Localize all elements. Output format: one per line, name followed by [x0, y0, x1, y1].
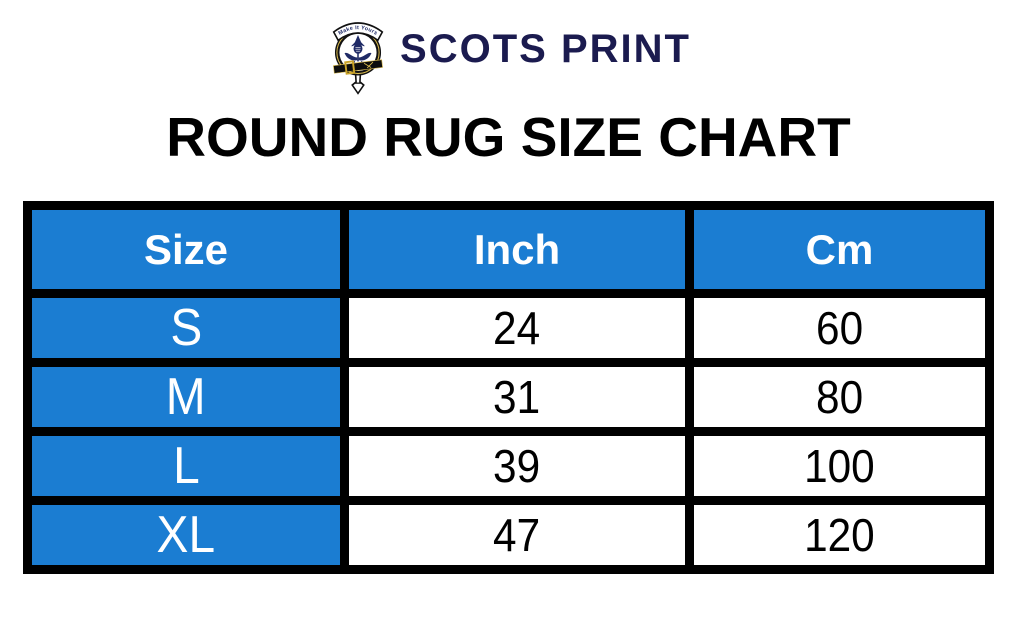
table-row-s: S 24 60	[23, 289, 994, 367]
inch-value: 39	[493, 440, 541, 492]
cm-value: 100	[804, 440, 875, 492]
cm-cell: 80	[685, 358, 994, 436]
brand-header: Make It Yours SCOTS PRINT	[0, 0, 1017, 102]
cm-value: 120	[804, 509, 875, 561]
cm-cell: 60	[685, 289, 994, 367]
inch-cell: 24	[340, 289, 694, 367]
page-title: ROUND RUG SIZE CHART	[166, 106, 851, 168]
size-label: XL	[156, 506, 216, 564]
badge-motto: Make It Yours	[338, 25, 378, 37]
inch-value: 24	[493, 302, 541, 354]
svg-text:Make It Yours: Make It Yours	[338, 25, 379, 37]
column-header-inch: Inch	[340, 201, 694, 298]
inch-cell: 39	[340, 427, 694, 505]
inch-value: 47	[493, 509, 541, 561]
table-row-l: L 39 100	[23, 427, 994, 505]
size-cell: XL	[23, 496, 349, 574]
table-row-m: M 31 80	[23, 358, 994, 436]
column-header-cm: Cm	[685, 201, 994, 298]
header-row: Size Inch Cm	[23, 201, 994, 298]
size-chart-table: Size Inch Cm S 24 60 M 31 80 L 39 100 XL…	[23, 201, 994, 574]
thistle-crest-icon: Make It Yours	[332, 22, 384, 95]
size-cell: L	[23, 427, 349, 505]
size-cell: M	[23, 358, 349, 436]
inch-cell: 47	[340, 496, 694, 574]
cm-cell: 100	[685, 427, 994, 505]
cm-cell: 120	[685, 496, 994, 574]
size-label: L	[172, 437, 200, 495]
column-header-size: Size	[23, 201, 349, 298]
size-cell: S	[23, 289, 349, 367]
size-label: M	[166, 368, 206, 426]
brand-name: SCOTS PRINT	[400, 27, 691, 71]
cm-value: 80	[815, 371, 864, 423]
size-label: S	[170, 299, 202, 357]
inch-value: 31	[493, 371, 541, 423]
inch-cell: 31	[340, 358, 694, 436]
table-row-xl: XL 47 120	[23, 496, 994, 574]
cm-value: 60	[815, 302, 864, 354]
